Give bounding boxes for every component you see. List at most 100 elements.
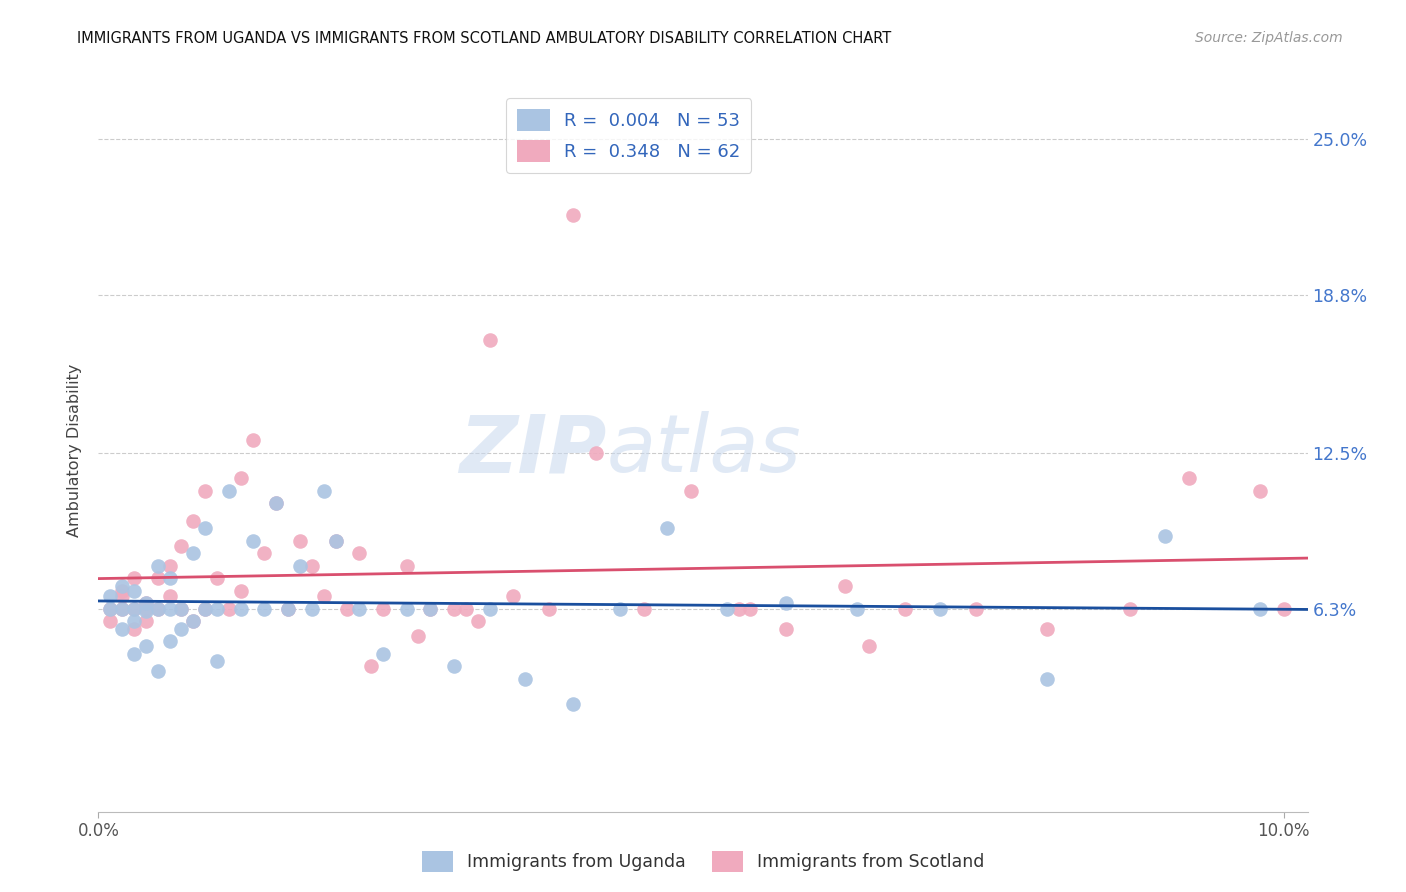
Point	[181, 614, 204, 628]
Point	[146, 601, 169, 615]
Point	[965, 601, 987, 615]
Point	[443, 601, 465, 615]
Point	[727, 601, 749, 615]
Point	[419, 601, 441, 615]
Point	[443, 659, 465, 673]
Point	[336, 601, 359, 615]
Point	[301, 601, 323, 615]
Text: ZIP: ZIP	[458, 411, 606, 490]
Point	[846, 601, 869, 615]
Point	[205, 601, 228, 615]
Point	[325, 533, 347, 548]
Point	[681, 483, 703, 498]
Point	[585, 446, 607, 460]
Point	[312, 589, 335, 603]
Point	[561, 697, 583, 711]
Point	[775, 597, 797, 611]
Point	[609, 601, 631, 615]
Point	[229, 584, 252, 599]
Point	[159, 558, 181, 573]
Point	[834, 579, 856, 593]
Point	[657, 521, 679, 535]
Point	[205, 654, 228, 668]
Point	[242, 434, 264, 448]
Point	[515, 672, 537, 686]
Point	[264, 496, 287, 510]
Point	[98, 601, 121, 615]
Point	[98, 589, 121, 603]
Point	[561, 208, 583, 222]
Point	[159, 601, 181, 615]
Point	[111, 589, 134, 603]
Point	[170, 601, 193, 615]
Point	[408, 629, 430, 643]
Point	[146, 664, 169, 679]
Point	[858, 639, 880, 653]
Point	[98, 614, 121, 628]
Point	[122, 584, 145, 599]
Point	[111, 601, 134, 615]
Point	[277, 601, 299, 615]
Point	[170, 601, 193, 615]
Point	[537, 601, 560, 615]
Point	[288, 533, 311, 548]
Point	[194, 483, 217, 498]
Point	[1272, 601, 1295, 615]
Point	[135, 597, 157, 611]
Point	[502, 589, 524, 603]
Point	[229, 471, 252, 485]
Point	[454, 601, 477, 615]
Point	[135, 601, 157, 615]
Point	[1036, 622, 1059, 636]
Point	[277, 601, 299, 615]
Point	[478, 333, 501, 347]
Point	[122, 571, 145, 585]
Point	[395, 601, 418, 615]
Point	[371, 601, 394, 615]
Point	[1249, 601, 1271, 615]
Point	[1154, 529, 1177, 543]
Point	[122, 601, 145, 615]
Point	[1119, 601, 1142, 615]
Point	[170, 539, 193, 553]
Point	[159, 634, 181, 648]
Point	[347, 546, 370, 560]
Text: Source: ZipAtlas.com: Source: ZipAtlas.com	[1195, 31, 1343, 45]
Point	[111, 579, 134, 593]
Point	[181, 546, 204, 560]
Point	[122, 622, 145, 636]
Point	[467, 614, 489, 628]
Point	[633, 601, 655, 615]
Point	[111, 622, 134, 636]
Point	[893, 601, 915, 615]
Point	[122, 601, 145, 615]
Point	[146, 558, 169, 573]
Point	[288, 558, 311, 573]
Point	[146, 571, 169, 585]
Point	[929, 601, 952, 615]
Point	[181, 514, 204, 528]
Point	[360, 659, 382, 673]
Point	[135, 604, 157, 618]
Point	[218, 601, 240, 615]
Point	[1249, 483, 1271, 498]
Point	[347, 601, 370, 615]
Point	[159, 589, 181, 603]
Point	[253, 546, 276, 560]
Point	[740, 601, 762, 615]
Point	[312, 483, 335, 498]
Point	[218, 483, 240, 498]
Point	[1178, 471, 1201, 485]
Point	[98, 601, 121, 615]
Point	[122, 614, 145, 628]
Point	[419, 601, 441, 615]
Point	[205, 571, 228, 585]
Point	[301, 558, 323, 573]
Point	[253, 601, 276, 615]
Point	[229, 601, 252, 615]
Y-axis label: Ambulatory Disability: Ambulatory Disability	[67, 364, 83, 537]
Point	[242, 533, 264, 548]
Point	[135, 597, 157, 611]
Point	[159, 571, 181, 585]
Point	[371, 647, 394, 661]
